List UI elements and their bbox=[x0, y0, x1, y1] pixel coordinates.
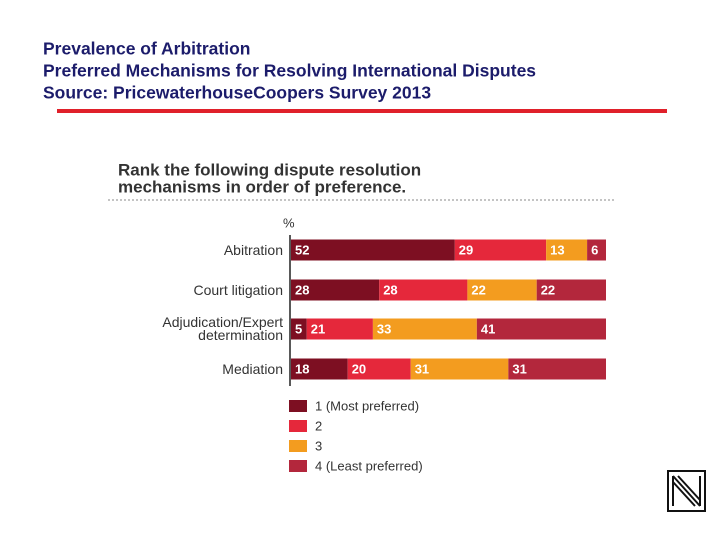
chart-title: mechanisms in order of preference. bbox=[118, 177, 406, 196]
legend-swatch bbox=[289, 440, 307, 452]
legend-swatch bbox=[289, 400, 307, 412]
bar-segment bbox=[508, 358, 606, 380]
data-label: 20 bbox=[352, 361, 366, 376]
bar-segment bbox=[587, 239, 606, 261]
bar-segment bbox=[379, 279, 468, 301]
data-label: 28 bbox=[295, 282, 309, 297]
slide-title: Preferred Mechanisms for Resolving Inter… bbox=[43, 61, 536, 81]
category-label: Adjudication/Expert determination bbox=[162, 314, 283, 343]
legend-label: 1 (Most preferred) bbox=[315, 398, 419, 413]
chart-title: Rank the following dispute resolution bbox=[118, 160, 421, 179]
data-label: 41 bbox=[481, 321, 495, 336]
bar-segment bbox=[546, 239, 588, 261]
data-label: 18 bbox=[295, 361, 309, 376]
data-label: 52 bbox=[295, 242, 309, 257]
data-label: 31 bbox=[512, 361, 526, 376]
data-label: 22 bbox=[541, 282, 555, 297]
logo bbox=[667, 470, 706, 512]
data-label: 31 bbox=[415, 361, 429, 376]
bar-segment bbox=[476, 318, 606, 340]
data-label: 6 bbox=[591, 242, 598, 257]
category-label: Abitration bbox=[223, 241, 283, 258]
legend-label: 4 (Least preferred) bbox=[315, 458, 423, 473]
legend-swatch bbox=[289, 460, 307, 472]
bar-segment bbox=[467, 279, 537, 301]
bar-segment bbox=[372, 318, 477, 340]
legend-label: 3 bbox=[315, 438, 322, 453]
axis-label: % bbox=[283, 215, 295, 230]
data-label: 22 bbox=[471, 282, 485, 297]
bar-segment bbox=[291, 239, 455, 261]
bar-segment bbox=[306, 318, 373, 340]
category-label: Mediation bbox=[222, 360, 283, 377]
data-label: 13 bbox=[550, 242, 564, 257]
data-label: 28 bbox=[383, 282, 397, 297]
data-label: 21 bbox=[311, 321, 325, 336]
slide-title: Source: PricewaterhouseCoopers Survey 20… bbox=[43, 83, 431, 103]
data-label: 29 bbox=[459, 242, 473, 257]
data-label: 5 bbox=[295, 321, 302, 336]
bar-segment bbox=[291, 358, 348, 380]
category-label: Court litigation bbox=[193, 281, 284, 298]
slide-title: Prevalence of Arbitration bbox=[43, 39, 250, 59]
data-label: 33 bbox=[377, 321, 391, 336]
bar-segment bbox=[410, 358, 509, 380]
bar-segment bbox=[291, 318, 307, 340]
bar-segment bbox=[454, 239, 547, 261]
legend-label: 2 bbox=[315, 418, 322, 433]
bar-segment bbox=[347, 358, 411, 380]
bar-segment bbox=[291, 279, 380, 301]
bar-segment bbox=[536, 279, 606, 301]
legend-swatch bbox=[289, 420, 307, 432]
